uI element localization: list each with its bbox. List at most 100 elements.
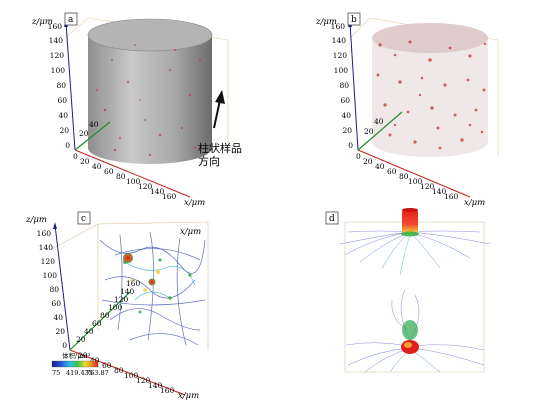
chimney-inlet [401, 208, 419, 237]
sample-direction-arrow [213, 90, 225, 129]
z-tick-b: 20 [342, 126, 352, 135]
z-tick-c: 140 [39, 243, 54, 252]
panel-label-box-a [64, 12, 78, 26]
x-tick-a: 140 [150, 187, 165, 196]
panel-d-bounding-box [344, 221, 485, 373]
z-ticks-c: 0 20 40 60 80 100 120 140 160 [37, 229, 68, 350]
depth-tick-c: 60 [92, 319, 102, 328]
z-tick-a: 80 [56, 81, 66, 90]
annotation-line-2: 方向 [198, 154, 220, 168]
z-tick-b: 160 [331, 22, 346, 31]
z-tick-c: 100 [43, 271, 58, 280]
z-tick-b: 60 [340, 96, 350, 105]
z-tick-c: 160 [37, 229, 52, 238]
depth-tick-a: 20 [79, 129, 89, 138]
z-tick-c: 120 [41, 257, 56, 266]
depth-tick-b: 20 [364, 127, 374, 136]
x-tick-b: 140 [432, 187, 447, 196]
depth-tick-b: 40 [374, 117, 384, 126]
colorbar-min: 75 [52, 369, 60, 377]
z-tick-b: 100 [334, 66, 349, 75]
depth-tick-a: 40 [89, 120, 99, 129]
x-tick-c: 20 [78, 351, 88, 360]
x-tick-b: 20 [363, 157, 373, 166]
panel-a: z/μm 0 20 40 60 80 100 120 140 160 0 20 … [31, 12, 242, 208]
x-tick-c: 140 [148, 381, 163, 390]
panel-c: z/μm 0 20 40 60 80 100 120 140 160 20 40… [25, 211, 209, 401]
z-axis-label-c: z/μm [25, 215, 47, 225]
x-tick-c: 100 [124, 371, 139, 380]
z-tick-a: 40 [58, 111, 68, 120]
x-tick-c: 80 [114, 366, 124, 375]
z-axis-label-a: z/μm [31, 17, 53, 27]
x-tick-b: 120 [420, 182, 435, 191]
x-tick-b: 60 [387, 167, 397, 176]
panel-label-b: b [351, 15, 357, 25]
z-tick-a: 100 [51, 66, 66, 75]
colorbar-gradient [51, 360, 99, 368]
streamlines-top [339, 230, 491, 276]
x-tick-c: 160 [160, 386, 175, 395]
depth-tick-c: 20 [76, 335, 86, 344]
z-tick-c: 40 [53, 313, 63, 322]
z-tick-c: 0 [62, 341, 67, 350]
panel-a-axes [64, 20, 191, 198]
z-tick-c: 80 [49, 285, 59, 294]
z-tick-a: 60 [57, 96, 67, 105]
colorbar: 体积/μm³ 75 419.435 763.87 [51, 351, 109, 377]
x-tick-a: 20 [80, 157, 90, 166]
panel-label-a: a [68, 15, 74, 25]
z-ticks-a: 0 20 40 60 80 100 120 140 160 [48, 22, 71, 150]
z-tick-a: 160 [48, 22, 63, 31]
x-ticks-c: 20 40 60 80 100 120 140 160 [78, 351, 175, 395]
x-tick-b: 0 [356, 152, 361, 161]
depth-tick-c: 120 [114, 295, 129, 304]
x-tick-b: 80 [399, 172, 409, 181]
x-tick-a: 0 [73, 152, 78, 161]
depth-ticks-b: 20 40 [364, 117, 384, 136]
pore-network-c [99, 231, 206, 346]
z-tick-a: 0 [65, 141, 70, 150]
panel-d: d [325, 208, 491, 373]
streamlines-bottom [345, 289, 485, 373]
z-tick-b: 40 [341, 111, 351, 120]
x-tick-c: 120 [136, 376, 151, 385]
x-ticks-a: 0 20 40 60 80 100 120 140 160 [73, 152, 177, 201]
x-axis-label-a: x/μm [184, 198, 205, 208]
depth-tick-c: 80 [100, 311, 110, 320]
x-tick-a: 40 [92, 162, 102, 171]
z-tick-a: 140 [49, 36, 64, 45]
z-tick-b: 80 [339, 81, 349, 90]
pore-throat-d [401, 320, 419, 354]
cylinder-sample [87, 18, 213, 164]
colorbar-title: 体积/μm³ [62, 351, 91, 360]
panel-c-bounding-box [49, 221, 209, 350]
z-tick-b: 120 [333, 51, 348, 60]
panel-b: z/μm 0 20 40 60 80 100 120 140 160 0 20 … [315, 12, 499, 208]
x-tick-a: 100 [126, 177, 141, 186]
x-tick-a: 160 [162, 192, 177, 201]
panel-label-box-c [77, 211, 91, 225]
z-tick-c: 20 [55, 327, 65, 336]
x-tick-b: 160 [444, 192, 459, 201]
annotation-line-1: 柱状样品 [198, 141, 242, 155]
z-tick-b: 140 [332, 36, 347, 45]
x-axis-label-c: x/μm [178, 391, 199, 401]
colorbar-mid: 419.435 [66, 369, 93, 377]
z-ticks-b: 0 20 40 60 80 100 120 140 160 [331, 22, 354, 150]
panel-label-box-b [347, 12, 361, 26]
panel-label-d: d [329, 214, 335, 224]
colorbar-max: 763.87 [86, 369, 109, 377]
depth-tick-c: 100 [108, 303, 123, 312]
depth-ticks-c: 20 40 60 80 100 120 140 160 [76, 279, 141, 344]
depth-tick-c: 40 [84, 327, 94, 336]
z-tick-c: 60 [51, 299, 61, 308]
depth-axis-label-c: x/μm [180, 227, 201, 237]
x-axis-label-b: x/μm [464, 198, 485, 208]
z-axis-label-b: z/μm [315, 17, 337, 27]
depth-tick-c: 140 [120, 287, 135, 296]
depth-tick-c: 160 [126, 279, 141, 288]
z-tick-a: 120 [50, 51, 65, 60]
x-tick-b: 100 [408, 177, 423, 186]
x-tick-a: 60 [104, 167, 114, 176]
